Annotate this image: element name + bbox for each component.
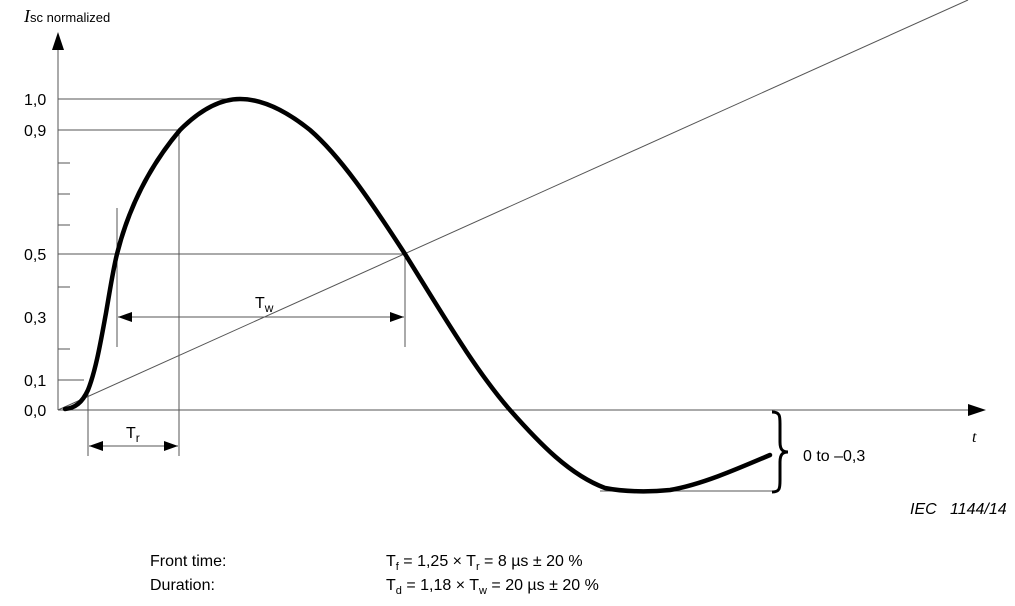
tr-label: Tr xyxy=(126,425,140,445)
undershoot-label: 0 to –0,3 xyxy=(803,448,865,465)
y-axis-label: Isc normalized xyxy=(23,6,110,26)
reference-lines xyxy=(58,98,775,492)
x-axis-label: t xyxy=(972,429,977,446)
y-tick-label: 0,5 xyxy=(24,247,46,264)
front-time-formula: Tf = 1,25 × Tr = 8 µs ± 20 % xyxy=(386,553,583,573)
current-waveform xyxy=(62,96,773,494)
minor-ticks xyxy=(58,162,84,381)
front-time-label: Front time: xyxy=(150,553,227,570)
y-tick-label: 0,1 xyxy=(24,373,46,390)
x-axis-arrow xyxy=(968,404,986,416)
y-tick-label: 1,0 xyxy=(24,92,46,109)
y-tick-label: 0,3 xyxy=(24,310,46,327)
tw-label: Tw xyxy=(255,295,274,315)
undershoot-brace xyxy=(771,410,789,494)
y-tick-label: 0,9 xyxy=(24,123,46,140)
x-axis xyxy=(57,0,969,411)
y-tick-labels: 1,0 0,9 0,5 0,3 0,1 0,0 xyxy=(24,92,46,420)
duration-label: Duration: xyxy=(150,577,215,594)
figure-id: IEC 1144/14 xyxy=(910,501,1007,518)
y-tick-label: 0,0 xyxy=(24,403,46,420)
y-axis-arrow xyxy=(52,32,64,50)
duration-formula: Td = 1,18 × Tw = 20 µs ± 20 % xyxy=(386,577,599,597)
